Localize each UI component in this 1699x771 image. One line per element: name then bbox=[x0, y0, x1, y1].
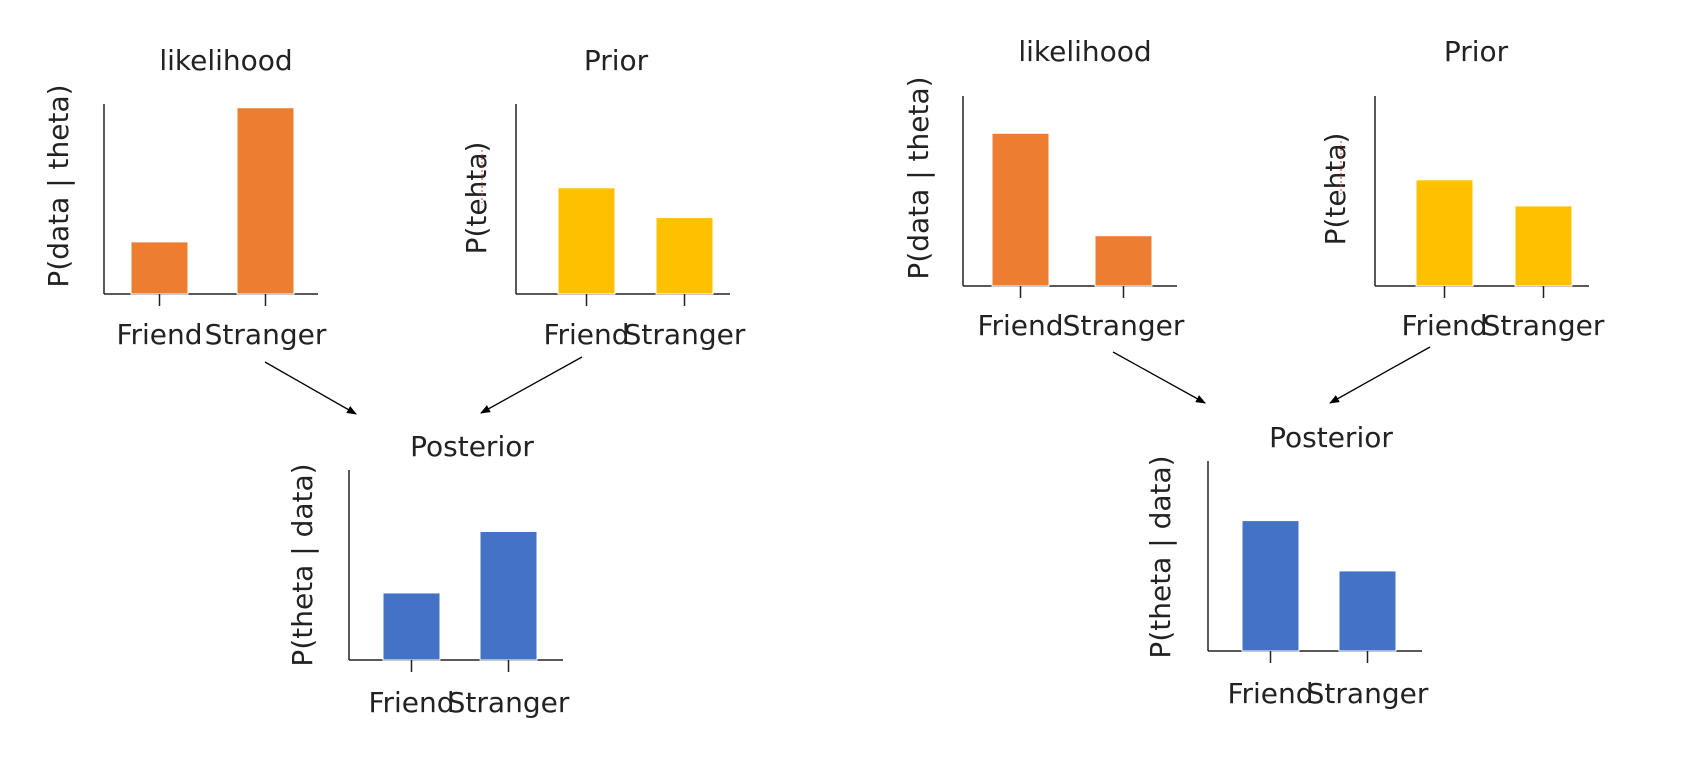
arrow-likelihood-to-posterior-left bbox=[264, 361, 357, 415]
chart-left-likelihood: likelihood P(data | theta) Friend Stranger bbox=[42, 44, 327, 351]
bar-friend bbox=[1241, 520, 1300, 652]
chart-title: Posterior bbox=[410, 430, 534, 463]
chart-title: Posterior bbox=[1269, 421, 1393, 454]
bar-stranger bbox=[479, 530, 538, 661]
x-tick-label-friend: Friend bbox=[1227, 677, 1313, 710]
y-axis-label: P(data | theta) bbox=[902, 76, 935, 279]
x-tick-label-friend: Friend bbox=[543, 318, 629, 351]
x-tick-label-stranger: Stranger bbox=[1307, 677, 1429, 710]
arrow-prior-to-posterior-right bbox=[1329, 346, 1431, 404]
x-tick-label-friend: Friend bbox=[116, 318, 202, 351]
y-axis-label: P(tehta) bbox=[460, 142, 493, 255]
bar-stranger bbox=[655, 217, 714, 295]
x-tick-label-stranger: Stranger bbox=[1063, 309, 1185, 342]
bar-stranger bbox=[1338, 570, 1397, 652]
y-axis-label: P(tehta) bbox=[1319, 133, 1352, 246]
bar-stranger bbox=[1514, 205, 1573, 287]
bar-friend bbox=[557, 187, 616, 295]
bar-stranger bbox=[1094, 235, 1153, 287]
bar-friend bbox=[1415, 179, 1474, 287]
y-axis-label: P(theta | data) bbox=[1144, 455, 1177, 658]
x-tick-label-stranger: Stranger bbox=[624, 318, 746, 351]
chart-title: likelihood bbox=[1018, 35, 1151, 68]
x-tick-label-stranger: Stranger bbox=[448, 686, 570, 719]
x-tick-label-stranger: Stranger bbox=[205, 318, 327, 351]
x-tick-label-friend: Friend bbox=[977, 309, 1063, 342]
y-axis-label: P(data | theta) bbox=[42, 84, 75, 287]
chart-title: Prior bbox=[1444, 35, 1509, 68]
chart-title: Prior bbox=[584, 44, 649, 77]
x-tick-label-stranger: Stranger bbox=[1483, 309, 1605, 342]
x-tick-label-friend: Friend bbox=[368, 686, 454, 719]
bar-friend bbox=[991, 132, 1050, 287]
bar-friend bbox=[130, 241, 189, 295]
arrow-prior-to-posterior-left bbox=[480, 356, 583, 414]
arrow-likelihood-to-posterior-right bbox=[1112, 351, 1206, 404]
bar-stranger bbox=[236, 107, 295, 295]
y-axis-label: P(theta | data) bbox=[286, 463, 319, 666]
chart-right-likelihood: likelihood P(data | theta) Friend Stranger bbox=[902, 35, 1185, 342]
bar-friend bbox=[382, 592, 441, 661]
chart-title: likelihood bbox=[159, 44, 292, 77]
x-tick-label-friend: Friend bbox=[1401, 309, 1487, 342]
